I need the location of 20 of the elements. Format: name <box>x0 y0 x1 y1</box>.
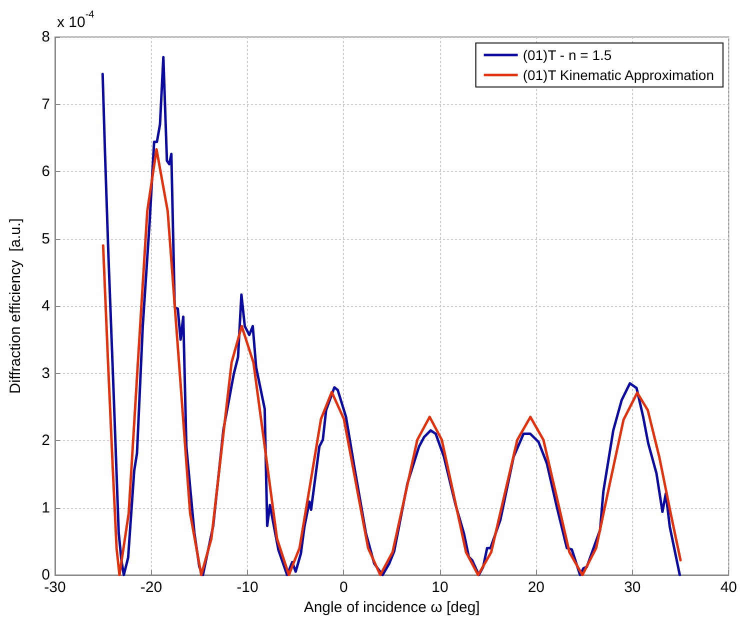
legend-label: (01)T - n = 1.5 <box>522 47 612 63</box>
y-tick-label: 6 <box>42 163 50 180</box>
y-tick-label: 5 <box>42 230 50 248</box>
y-tick-label: 2 <box>42 432 50 449</box>
x-tick-label: 10 <box>432 579 448 596</box>
y-tick-label: 7 <box>42 96 50 113</box>
y-tick-label: 3 <box>42 364 50 382</box>
legend-label: (01)T Kinematic Approximation <box>522 67 714 83</box>
x-tick-label: 0 <box>340 579 348 596</box>
x-tick-label: 20 <box>528 579 545 596</box>
y-tick-label: 4 <box>42 298 50 314</box>
x-tick-label: -20 <box>140 579 162 596</box>
y-tick-label: 1 <box>42 499 50 516</box>
y-axis-title: Diffraction efficiency [a.u.] <box>7 218 24 394</box>
x-tick-label: -10 <box>236 579 258 596</box>
x-tick-label: 30 <box>624 579 641 596</box>
y-tick-label: 8 <box>42 28 50 46</box>
x-axis-title: Angle of incidence ω [deg] <box>304 598 480 616</box>
x-tick-label: 40 <box>720 579 737 596</box>
line-series <box>102 148 682 576</box>
